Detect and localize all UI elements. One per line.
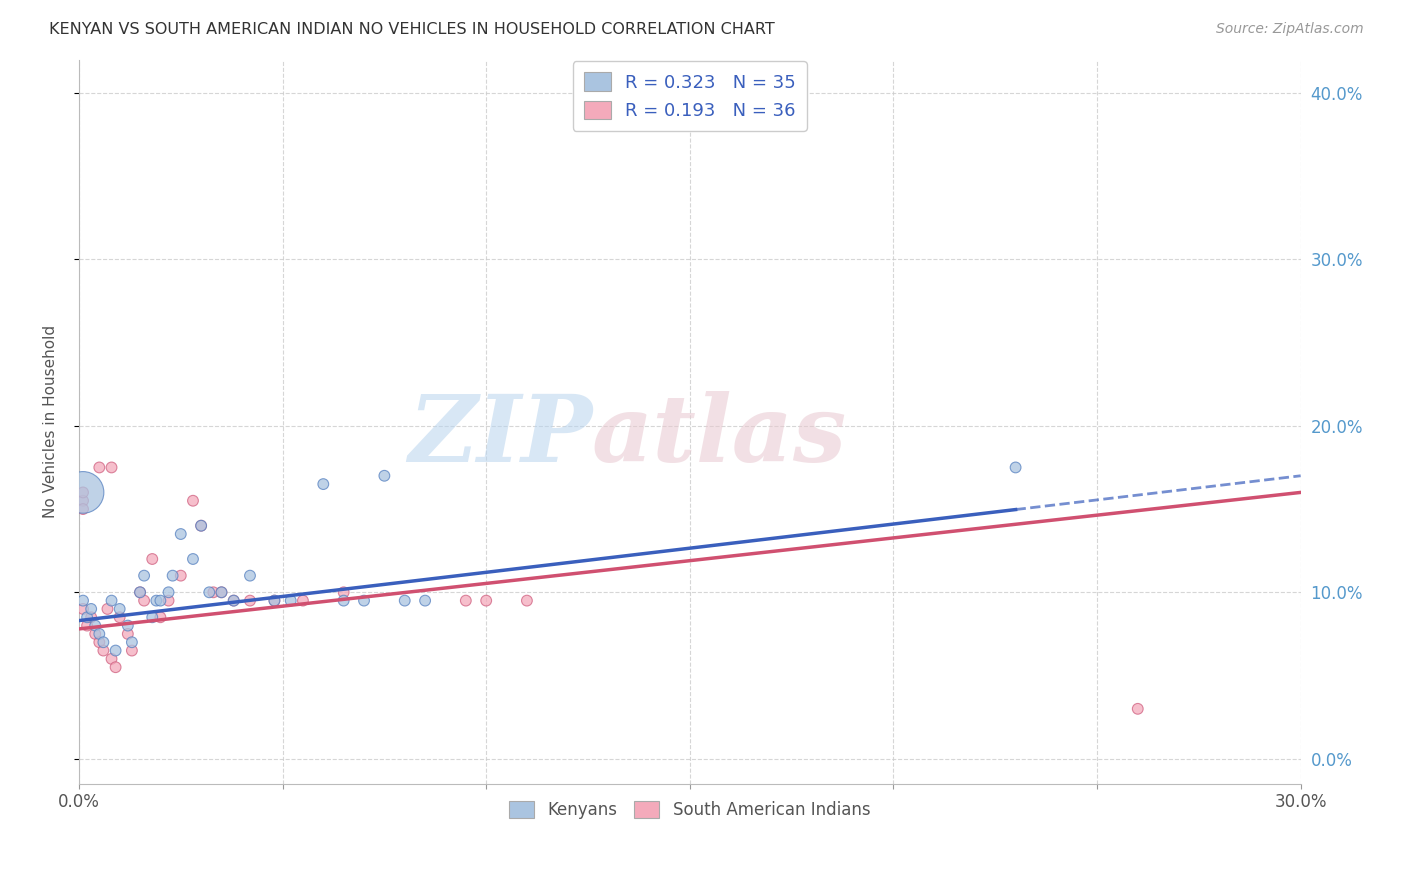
Point <box>280 593 302 607</box>
Point <box>202 585 225 599</box>
Point <box>149 610 172 624</box>
Point <box>190 518 212 533</box>
Point <box>157 593 180 607</box>
Point <box>211 585 233 599</box>
Point <box>454 593 477 607</box>
Point <box>72 493 94 508</box>
Point <box>104 643 127 657</box>
Point <box>149 593 172 607</box>
Point <box>100 652 122 666</box>
Point <box>145 593 167 607</box>
Point <box>72 502 94 516</box>
Text: ZIP: ZIP <box>408 392 592 481</box>
Point <box>291 593 314 607</box>
Point <box>121 643 143 657</box>
Point <box>239 593 262 607</box>
Point <box>104 660 127 674</box>
Point <box>332 593 354 607</box>
Point <box>222 593 245 607</box>
Point <box>72 485 94 500</box>
Point <box>89 627 111 641</box>
Point <box>1126 702 1149 716</box>
Point <box>373 468 395 483</box>
Text: KENYAN VS SOUTH AMERICAN INDIAN NO VEHICLES IN HOUSEHOLD CORRELATION CHART: KENYAN VS SOUTH AMERICAN INDIAN NO VEHIC… <box>49 22 775 37</box>
Point <box>170 527 193 541</box>
Point <box>312 477 335 491</box>
Point <box>117 627 139 641</box>
Point <box>198 585 221 599</box>
Point <box>129 585 152 599</box>
Point <box>84 627 107 641</box>
Point <box>353 593 375 607</box>
Point <box>413 593 436 607</box>
Point <box>80 602 103 616</box>
Point <box>211 585 233 599</box>
Point <box>394 593 416 607</box>
Point <box>72 593 94 607</box>
Point <box>263 593 285 607</box>
Point <box>100 593 122 607</box>
Point <box>84 618 107 632</box>
Point <box>181 493 204 508</box>
Point <box>222 593 245 607</box>
Point <box>72 485 94 500</box>
Point <box>93 643 115 657</box>
Point <box>170 568 193 582</box>
Point <box>76 618 98 632</box>
Point <box>332 585 354 599</box>
Point <box>181 552 204 566</box>
Point <box>1004 460 1026 475</box>
Legend: Kenyans, South American Indians: Kenyans, South American Indians <box>503 795 877 826</box>
Point <box>190 518 212 533</box>
Text: atlas: atlas <box>592 392 848 481</box>
Point <box>162 568 184 582</box>
Y-axis label: No Vehicles in Household: No Vehicles in Household <box>44 325 58 518</box>
Point <box>108 602 131 616</box>
Point <box>141 610 163 624</box>
Point <box>89 460 111 475</box>
Point <box>121 635 143 649</box>
Point <box>93 635 115 649</box>
Point <box>129 585 152 599</box>
Point <box>516 593 538 607</box>
Point <box>132 593 155 607</box>
Point <box>96 602 118 616</box>
Point <box>157 585 180 599</box>
Point <box>263 593 285 607</box>
Point <box>475 593 498 607</box>
Point <box>100 460 122 475</box>
Point <box>76 610 98 624</box>
Point <box>89 635 111 649</box>
Point <box>141 552 163 566</box>
Text: Source: ZipAtlas.com: Source: ZipAtlas.com <box>1216 22 1364 37</box>
Point <box>239 568 262 582</box>
Point <box>108 610 131 624</box>
Point <box>132 568 155 582</box>
Point <box>117 618 139 632</box>
Point <box>80 610 103 624</box>
Point <box>72 602 94 616</box>
